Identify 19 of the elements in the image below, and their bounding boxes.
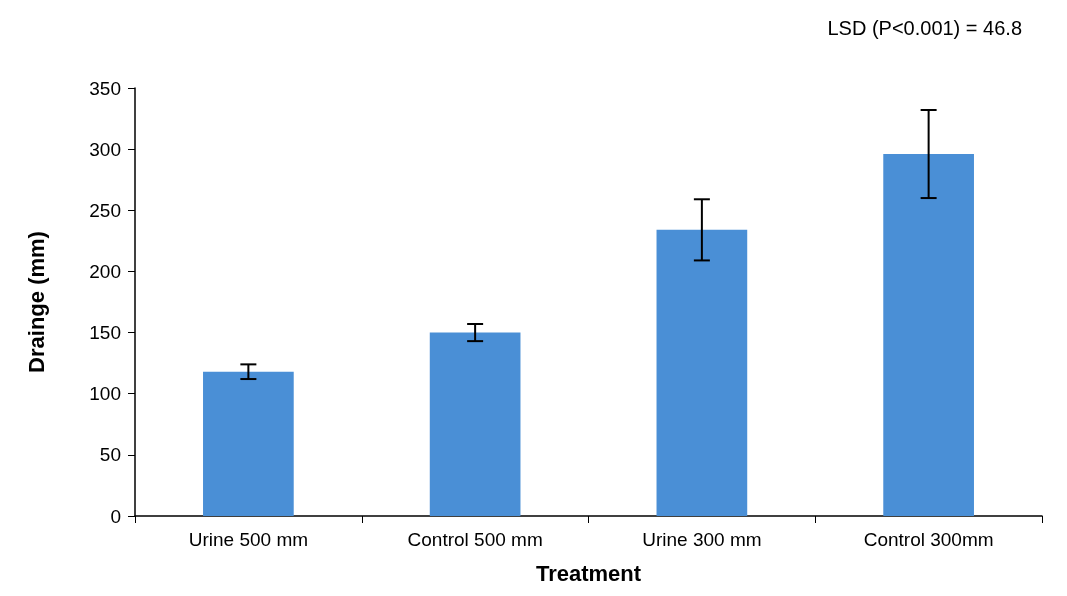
x-tick-label: Control 500 mm [407,529,543,550]
x-tick-label: Urine 500 mm [188,529,309,550]
y-tick-label: 300 [89,138,121,160]
bar [656,229,748,516]
y-tick-label: 50 [99,444,121,466]
y-tick-label: 150 [89,322,121,344]
y-axis-title: Drainge (mm) [23,231,49,373]
x-tick-label: Control 300mm [863,529,994,550]
y-tick-label: 250 [89,199,121,221]
x-tick-label: Urine 300 mm [642,529,762,550]
y-tick-label: 100 [89,383,121,405]
bar [203,371,294,516]
y-tick-label: 0 [110,505,121,527]
x-axis-title: Treatment [535,560,642,586]
text: LSD (P<0.001) = 46.8 [827,17,1023,39]
bar [883,154,974,516]
y-tick-label: 350 [89,77,121,99]
y-tick-label: 200 [89,260,121,282]
bar [429,332,521,516]
